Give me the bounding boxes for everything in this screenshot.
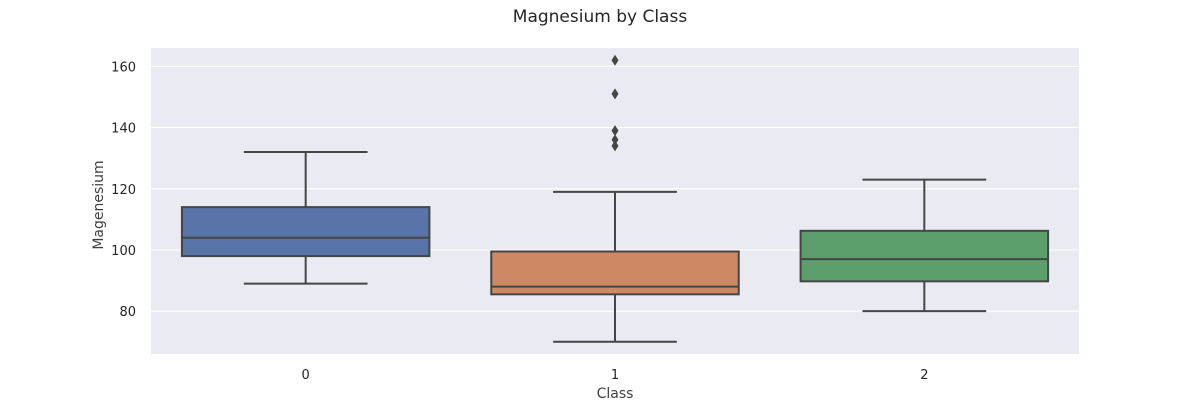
outlier-point <box>611 54 619 66</box>
box-class-0 <box>180 151 431 285</box>
x-tick-label: 1 <box>611 368 619 383</box>
x-tick-label: 2 <box>920 368 928 383</box>
y-tick-label: 120 <box>111 183 136 198</box>
x-tick-label: 0 <box>302 368 310 383</box>
box-class-2 <box>799 178 1050 313</box>
box-class-1 <box>490 54 740 343</box>
y-tick-label: 80 <box>119 305 136 320</box>
x-axis: 0 1 2 <box>302 368 929 383</box>
y-tick-label: 140 <box>111 122 136 137</box>
y-axis-label: Magenesium <box>91 160 107 249</box>
outlier-point <box>611 125 619 137</box>
iqr-box <box>490 250 740 296</box>
boxplots <box>180 54 1050 343</box>
iqr-box <box>799 229 1050 283</box>
iqr-box <box>180 206 431 258</box>
y-tick-label: 100 <box>111 244 136 259</box>
outlier-point <box>611 140 619 152</box>
y-tick-label: 160 <box>111 60 136 75</box>
outlier-point <box>611 88 619 100</box>
chart-title: Magnesium by Class <box>513 7 688 27</box>
outlier-point <box>611 134 619 146</box>
y-axis: 80 100 120 140 160 <box>111 60 136 320</box>
x-axis-label: Class <box>597 386 634 400</box>
